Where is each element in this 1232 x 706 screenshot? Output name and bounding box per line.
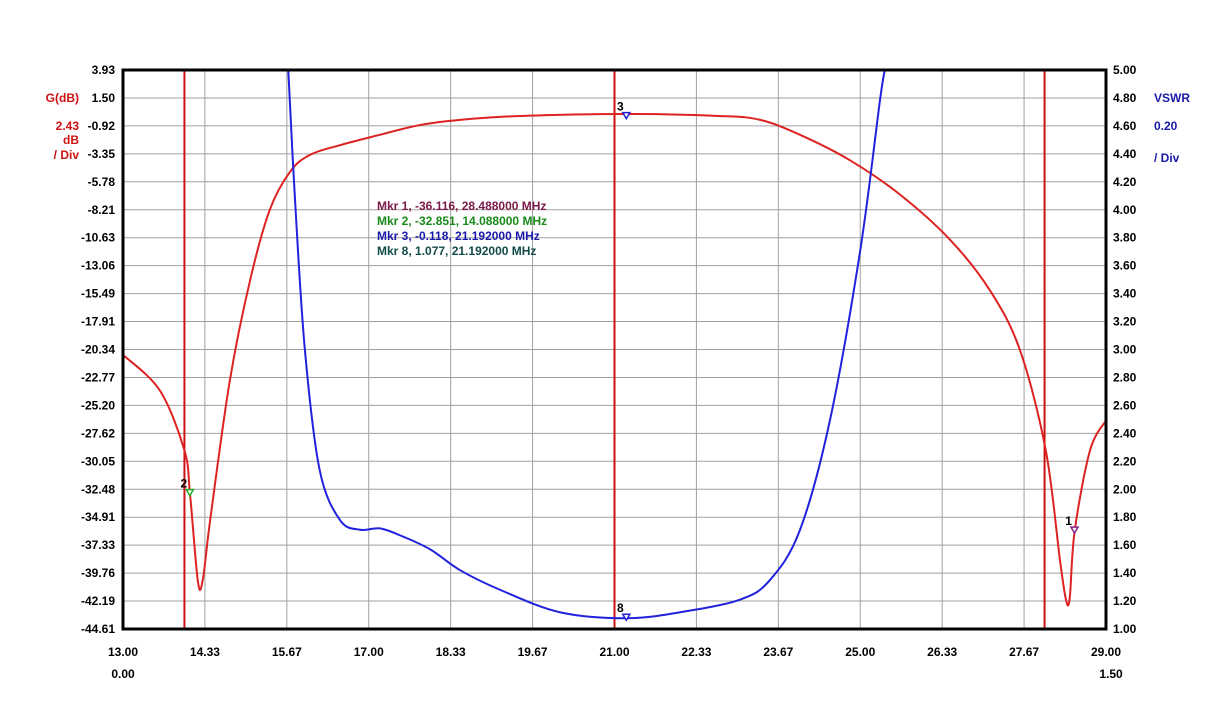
y-right-tick-label: 4.40 (1113, 147, 1137, 161)
x-tick-label: 27.67 (1009, 645, 1039, 659)
x-tick-label: 14.33 (190, 645, 220, 659)
y-right-tick-label: 1.40 (1113, 566, 1137, 580)
marker-triangle-icon (621, 613, 632, 622)
y-left-tick-label: -37.33 (81, 538, 115, 552)
marker-triangle-icon (185, 488, 195, 498)
x-tick-label: 26.33 (927, 645, 957, 659)
y-left-tick-label: -13.06 (81, 259, 115, 273)
right-axis-label: VSWR (1154, 91, 1190, 105)
y-left-tick-label: -15.49 (81, 287, 115, 301)
y-left-tick-label: -22.77 (81, 370, 115, 384)
y-right-tick-label: 4.80 (1113, 91, 1137, 105)
marker-label: 8 (617, 601, 624, 615)
left-per-div-value: 2.43 (56, 119, 80, 133)
y-left-tick-label: 3.93 (92, 63, 116, 77)
y-right-tick-label: 3.80 (1113, 231, 1137, 245)
left-per-div-suffix: / Div (54, 148, 80, 162)
x-tick-label: 15.67 (272, 645, 302, 659)
marker-triangle-icon (621, 111, 632, 121)
left-per-div-unit: dB (63, 133, 79, 147)
left-axis-label: G(dB) (46, 91, 79, 105)
marker-label: 1 (1065, 514, 1072, 528)
y-right-tick-label: 2.40 (1113, 426, 1137, 440)
y-right-tick-label: 5.00 (1113, 63, 1137, 77)
plot-frame (121, 68, 1108, 631)
marker-readout: Mkr 1, -36.116, 28.488000 MHz (377, 199, 546, 213)
y-right-tick-label: 1.60 (1113, 538, 1137, 552)
y-right-tick-label: 2.00 (1113, 482, 1137, 496)
x-tick-label: 22.33 (681, 645, 711, 659)
right-per-div-suffix: / Div (1154, 151, 1180, 165)
marker-readout: Mkr 8, 1.077, 21.192000 MHz (377, 244, 536, 258)
x-tick-label: 25.00 (845, 645, 875, 659)
y-left-tick-label: -25.20 (81, 398, 115, 412)
y-right-tick-label: 1.20 (1113, 594, 1137, 608)
y-left-tick-label: -5.78 (88, 175, 116, 189)
y-left-tick-label: -20.34 (81, 343, 115, 357)
y-right-tick-label: 3.60 (1113, 259, 1137, 273)
x-tick-label: 21.00 (599, 645, 629, 659)
y-right-tick-label: 2.20 (1113, 454, 1137, 468)
y-right-tick-label: 1.80 (1113, 510, 1137, 524)
y-left-tick-label: -39.76 (81, 566, 115, 580)
y-right-tick-label: 4.20 (1113, 175, 1137, 189)
y-left-tick-label: -8.21 (88, 203, 116, 217)
x-tick-label: 13.00 (108, 645, 138, 659)
vswr-curve (287, 69, 886, 620)
y-left-tick-label: -27.62 (81, 426, 115, 440)
y-left-tick-label: -32.48 (81, 482, 115, 496)
x-tick-label: 17.00 (354, 645, 384, 659)
x-tick-label: 23.67 (763, 645, 793, 659)
y-right-tick-label: 2.60 (1113, 398, 1137, 412)
y-left-tick-label: -3.35 (88, 147, 116, 161)
y-right-tick-label: 4.00 (1113, 203, 1137, 217)
y-right-tick-label: 3.00 (1113, 343, 1137, 357)
x-sub-label-end: 1.50 (1099, 667, 1123, 681)
band-lines (183, 70, 1046, 629)
y-left-tick-label: -10.63 (81, 231, 115, 245)
marker-readout: Mkr 2, -32.851, 14.088000 MHz (377, 214, 547, 228)
y-right-tick-label: 3.40 (1113, 287, 1137, 301)
y-right-tick-label: 2.80 (1113, 370, 1137, 384)
y-left-tick-label: -34.91 (81, 510, 115, 524)
marker-readout: Mkr 3, -0.118, 21.192000 MHz (377, 229, 540, 243)
marker-label: 2 (181, 477, 188, 491)
y-left-tick-label: -30.05 (81, 454, 115, 468)
y-left-tick-label: -0.92 (88, 119, 116, 133)
marker-label: 3 (617, 100, 624, 114)
curves (122, 69, 1107, 620)
tick-labels: 13.00 14.33 15.67 17.00 18.33 19.67 21.00 22.33… (81, 63, 1137, 659)
gain-curve (122, 112, 1107, 607)
y-right-tick-label: 4.60 (1113, 119, 1137, 133)
y-right-tick-label: 1.00 (1113, 622, 1137, 636)
x-tick-label: 19.67 (518, 645, 548, 659)
y-left-tick-label: -42.19 (81, 594, 115, 608)
y-left-tick-label: -44.61 (81, 622, 115, 636)
markers: 1 2 3 8 (181, 100, 1080, 622)
x-tick-label: 18.33 (436, 645, 466, 659)
marker-triangle-icon (1069, 526, 1080, 535)
y-left-tick-label: -17.91 (81, 315, 115, 329)
right-per-div-value: 0.20 (1154, 119, 1178, 133)
y-left-tick-label: 1.50 (92, 91, 116, 105)
y-right-tick-label: 3.20 (1113, 315, 1137, 329)
x-tick-label: 29.00 (1091, 645, 1121, 659)
x-sub-label-start: 0.00 (111, 667, 135, 681)
